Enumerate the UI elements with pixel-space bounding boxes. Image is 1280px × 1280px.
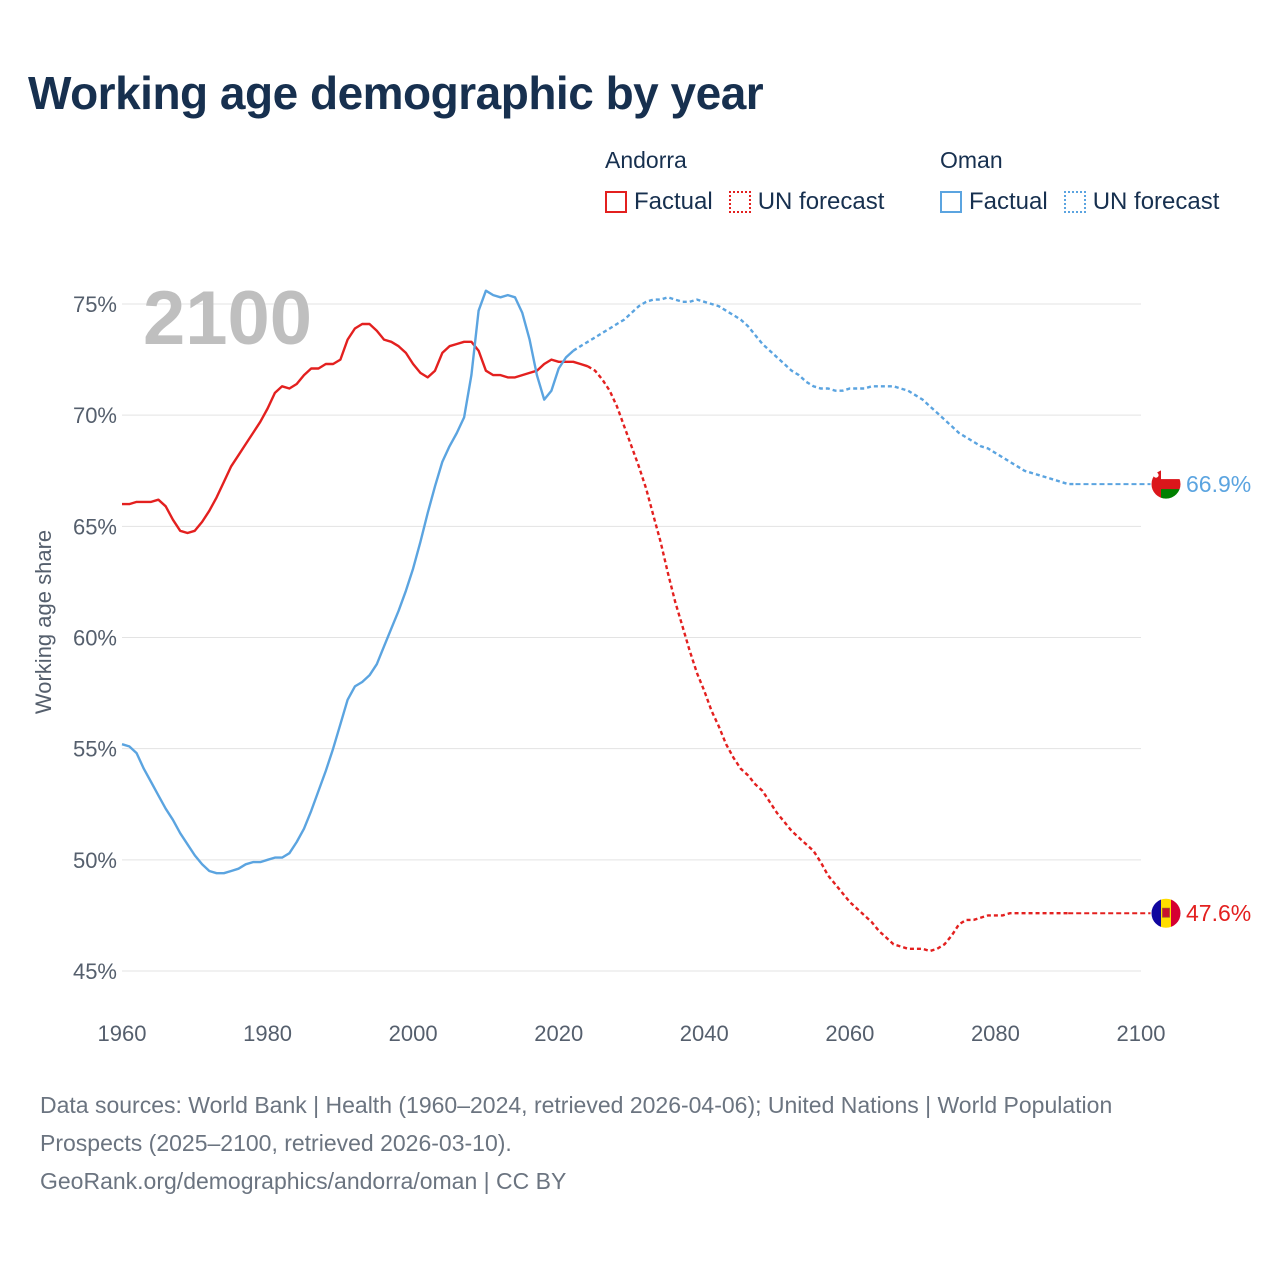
y-axis: 45% 50% 55% 60% 65% 70% 75% [73, 292, 117, 984]
y-tick-label: 45% [73, 959, 117, 984]
legend-label: UN forecast [757, 188, 885, 215]
legend-swatch-dotted-icon [728, 191, 751, 213]
sources-text: Data sources: World Bank | Health (1960–… [40, 1092, 1113, 1156]
legend-label: UN forecast [1092, 188, 1220, 215]
oman-flag-ring [1150, 468, 1182, 500]
x-tick-label: 2020 [534, 1021, 583, 1046]
x-tick-label: 2060 [825, 1021, 874, 1046]
legend-group-andorra: Andorra Factual UN forecast [605, 146, 884, 216]
series-end-markers: 47.6% 66.9% [1068, 468, 1251, 929]
x-tick-label: 1960 [98, 1021, 147, 1046]
gridlines [122, 303, 1141, 972]
legend-swatch-dotted-icon [1063, 191, 1086, 213]
y-tick-label: 65% [73, 514, 117, 539]
andorra-flag-ring [1150, 897, 1182, 929]
x-tick-label: 2000 [389, 1021, 438, 1046]
x-tick-label: 1980 [243, 1021, 292, 1046]
series-line-andorra-forecast [587, 365, 1069, 953]
series-end-label-oman: 66.9% [1186, 471, 1251, 497]
legend-item-andorra-forecast[interactable]: UN forecast [728, 188, 885, 216]
y-tick-label: 50% [73, 848, 117, 873]
chart-title: Working age demographic by year [28, 67, 764, 119]
series-line-andorra-factual [122, 322, 589, 535]
legend-swatch-solid-icon [605, 191, 627, 213]
sources-link[interactable]: GeoRank.org/demographics/andorra/oman | … [40, 1168, 567, 1194]
x-tick-label: 2080 [971, 1021, 1020, 1046]
y-tick-label: 75% [73, 292, 117, 317]
legend-label: Factual [634, 188, 713, 215]
series-line-oman-forecast [572, 296, 1076, 486]
legend-item-oman-forecast[interactable]: UN forecast [1063, 188, 1220, 216]
legend-item-oman-factual[interactable]: Factual [940, 188, 1048, 216]
year-watermark: 2100 [143, 276, 312, 361]
legend-group-oman: Oman Factual UN forecast [940, 146, 1219, 216]
y-tick-label: 70% [73, 403, 117, 428]
legend-country-oman: Oman [940, 147, 1003, 173]
x-tick-label: 2040 [680, 1021, 729, 1046]
series-line-oman-factual [121, 289, 575, 875]
legend-item-andorra-factual[interactable]: Factual [605, 188, 713, 216]
series-end-label-andorra: 47.6% [1186, 900, 1251, 926]
legend-swatch-solid-icon [940, 191, 962, 213]
x-tick-label: 2100 [1117, 1021, 1166, 1046]
y-tick-label: 60% [73, 626, 117, 651]
oman-flag-icon [1151, 469, 1181, 500]
andorra-flag-icon [1151, 898, 1181, 929]
x-axis: 1960 1980 2000 2020 2040 2060 2080 2100 [98, 1021, 1166, 1046]
legend-country-andorra: Andorra [605, 147, 687, 173]
y-axis-label: Working age share [31, 530, 56, 714]
y-tick-label: 55% [73, 737, 117, 762]
data-sources: Data sources: World Bank | Health (1960–… [40, 1086, 1220, 1200]
series-lines [121, 289, 1076, 953]
legend-label: Factual [969, 188, 1048, 215]
